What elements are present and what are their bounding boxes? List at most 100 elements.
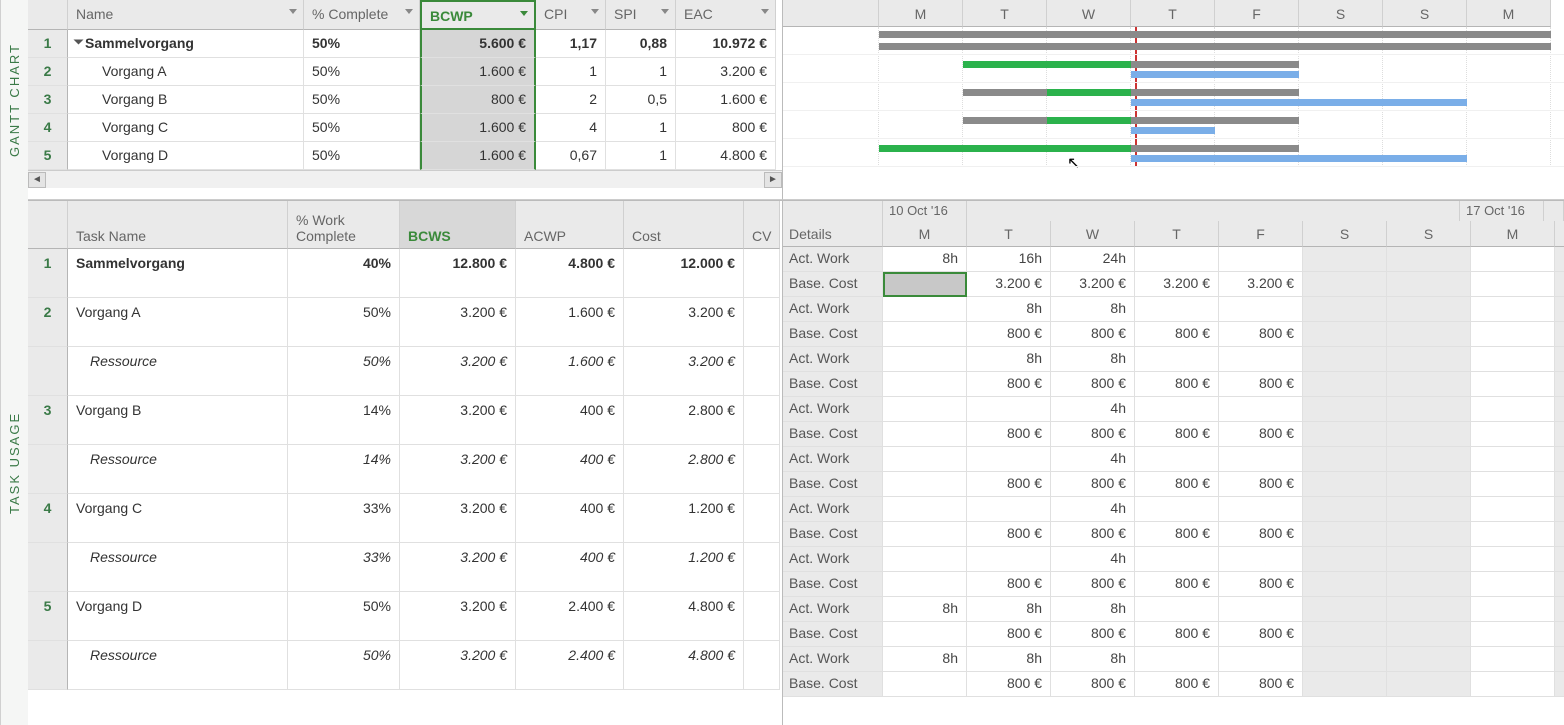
- cost-cell[interactable]: 4.800 €: [624, 641, 744, 690]
- cpi-cell[interactable]: 0,67: [536, 142, 606, 170]
- spi-cell[interactable]: 1: [606, 58, 676, 86]
- bcwp-cell[interactable]: 800 €: [420, 86, 536, 114]
- timephased-cell[interactable]: 8h: [883, 647, 967, 672]
- timephased-cell[interactable]: [1387, 272, 1471, 297]
- row-number[interactable]: [28, 641, 68, 690]
- eac-cell[interactable]: 1.600 €: [676, 86, 776, 114]
- eac-cell[interactable]: 4.800 €: [676, 142, 776, 170]
- timephased-cell[interactable]: [1471, 597, 1555, 622]
- cost-cell[interactable]: 1.200 €: [624, 543, 744, 592]
- task-row[interactable]: Ressource50%3.200 €2.400 €4.800 €: [28, 641, 782, 690]
- timephased-row[interactable]: Base. Cost800 €800 €800 €800 €: [783, 522, 1564, 547]
- timephased-cell[interactable]: [1303, 622, 1387, 647]
- timephased-cell[interactable]: [1219, 547, 1303, 572]
- gantt-bar-row[interactable]: [783, 27, 1564, 55]
- timephased-cell[interactable]: [1471, 547, 1555, 572]
- cost-cell[interactable]: 4.800 €: [624, 592, 744, 641]
- timephased-cell[interactable]: [1219, 597, 1303, 622]
- timephased-cell[interactable]: 800 €: [1135, 422, 1219, 447]
- timephased-cell[interactable]: [883, 672, 967, 697]
- timephased-cell[interactable]: [967, 497, 1051, 522]
- timephased-cell[interactable]: [1135, 547, 1219, 572]
- timephased-cell[interactable]: [1387, 397, 1471, 422]
- workpct-cell[interactable]: 33%: [288, 494, 400, 543]
- timephased-cell[interactable]: [1387, 372, 1471, 397]
- timephased-cell[interactable]: [1471, 497, 1555, 522]
- timephased-cell[interactable]: [1303, 522, 1387, 547]
- timephased-cell[interactable]: 800 €: [1051, 672, 1135, 697]
- timephased-cell[interactable]: [1387, 447, 1471, 472]
- acwp-cell[interactable]: 400 €: [516, 445, 624, 494]
- bcws-cell[interactable]: 3.200 €: [400, 592, 516, 641]
- cv-cell[interactable]: [744, 249, 780, 298]
- bcwp-cell[interactable]: 1.600 €: [420, 142, 536, 170]
- timephased-row[interactable]: Base. Cost800 €800 €800 €800 €: [783, 472, 1564, 497]
- timephased-row[interactable]: Base. Cost800 €800 €800 €800 €: [783, 672, 1564, 697]
- timephased-cell[interactable]: 8h: [883, 597, 967, 622]
- col-cv[interactable]: CV: [744, 201, 780, 249]
- timephased-cell[interactable]: 8h: [1051, 597, 1135, 622]
- gantt-bar[interactable]: [963, 89, 1299, 96]
- timephased-cell[interactable]: [1303, 472, 1387, 497]
- timephased-cell[interactable]: [1471, 622, 1555, 647]
- task-name-cell[interactable]: Ressource: [68, 347, 288, 396]
- timephased-cell[interactable]: [1471, 447, 1555, 472]
- timephased-cell[interactable]: 4h: [1051, 547, 1135, 572]
- timephased-cell[interactable]: 800 €: [967, 622, 1051, 647]
- timephased-cell[interactable]: [1471, 672, 1555, 697]
- timephased-cell[interactable]: 800 €: [1051, 622, 1135, 647]
- timephased-cell[interactable]: [1303, 497, 1387, 522]
- bcws-cell[interactable]: 3.200 €: [400, 445, 516, 494]
- timephased-cell[interactable]: [883, 572, 967, 597]
- timephased-cell[interactable]: [1471, 472, 1555, 497]
- bcws-cell[interactable]: 12.800 €: [400, 249, 516, 298]
- timephased-cell[interactable]: 800 €: [1135, 472, 1219, 497]
- timephased-cell[interactable]: 800 €: [1219, 672, 1303, 697]
- timephased-cell[interactable]: 800 €: [967, 322, 1051, 347]
- timephased-row[interactable]: Base. Cost800 €800 €800 €800 €: [783, 422, 1564, 447]
- gantt-bar[interactable]: [1131, 155, 1467, 162]
- timephased-cell[interactable]: 800 €: [1051, 472, 1135, 497]
- timephased-cell[interactable]: 800 €: [967, 472, 1051, 497]
- row-number[interactable]: 3: [28, 396, 68, 445]
- timephased-grid[interactable]: 10 Oct '16 17 Oct '16 DetailsMTWTFSSM Ac…: [782, 200, 1564, 725]
- timephased-cell[interactable]: 800 €: [1051, 322, 1135, 347]
- task-row[interactable]: 4Vorgang C33%3.200 €400 €1.200 €: [28, 494, 782, 543]
- timephased-cell[interactable]: [1219, 247, 1303, 272]
- timephased-row[interactable]: Act. Work8h16h24h: [783, 247, 1564, 272]
- eac-cell[interactable]: 3.200 €: [676, 58, 776, 86]
- timephased-cell[interactable]: 800 €: [1051, 522, 1135, 547]
- task-name-cell[interactable]: Vorgang B: [68, 396, 288, 445]
- timephased-cell[interactable]: 8h: [967, 647, 1051, 672]
- timephased-cell[interactable]: [1387, 647, 1471, 672]
- timephased-row[interactable]: Base. Cost800 €800 €800 €800 €: [783, 372, 1564, 397]
- timephased-cell[interactable]: [1471, 647, 1555, 672]
- timephased-row[interactable]: Act. Work8h8h: [783, 297, 1564, 322]
- timephased-cell[interactable]: 800 €: [1219, 522, 1303, 547]
- row-number[interactable]: [28, 543, 68, 592]
- col-spi[interactable]: SPI: [606, 0, 676, 30]
- timephased-cell[interactable]: [1471, 422, 1555, 447]
- bcws-cell[interactable]: 3.200 €: [400, 347, 516, 396]
- gantt-row[interactable]: 5Vorgang D50%1.600 €0,6714.800 €: [28, 142, 782, 170]
- cv-cell[interactable]: [744, 445, 780, 494]
- timephased-cell[interactable]: [883, 347, 967, 372]
- timephased-row[interactable]: Base. Cost800 €800 €800 €800 €: [783, 622, 1564, 647]
- workpct-cell[interactable]: 14%: [288, 445, 400, 494]
- cpi-cell[interactable]: 1: [536, 58, 606, 86]
- timephased-cell[interactable]: [883, 297, 967, 322]
- col-bcws[interactable]: BCWS: [400, 201, 516, 249]
- workpct-cell[interactable]: 50%: [288, 592, 400, 641]
- task-name-cell[interactable]: Vorgang D: [68, 592, 288, 641]
- gantt-bar[interactable]: [879, 145, 1131, 152]
- eac-cell[interactable]: 10.972 €: [676, 30, 776, 58]
- timephased-cell[interactable]: [967, 447, 1051, 472]
- gantt-row[interactable]: 2Vorgang A50%1.600 €113.200 €: [28, 58, 782, 86]
- timephased-cell[interactable]: [1303, 447, 1387, 472]
- timephased-cell[interactable]: 3.200 €: [1219, 272, 1303, 297]
- timephased-cell[interactable]: [1471, 522, 1555, 547]
- gantt-bar-row[interactable]: [783, 83, 1564, 111]
- timephased-cell[interactable]: [883, 272, 967, 297]
- workpct-cell[interactable]: 14%: [288, 396, 400, 445]
- acwp-cell[interactable]: 4.800 €: [516, 249, 624, 298]
